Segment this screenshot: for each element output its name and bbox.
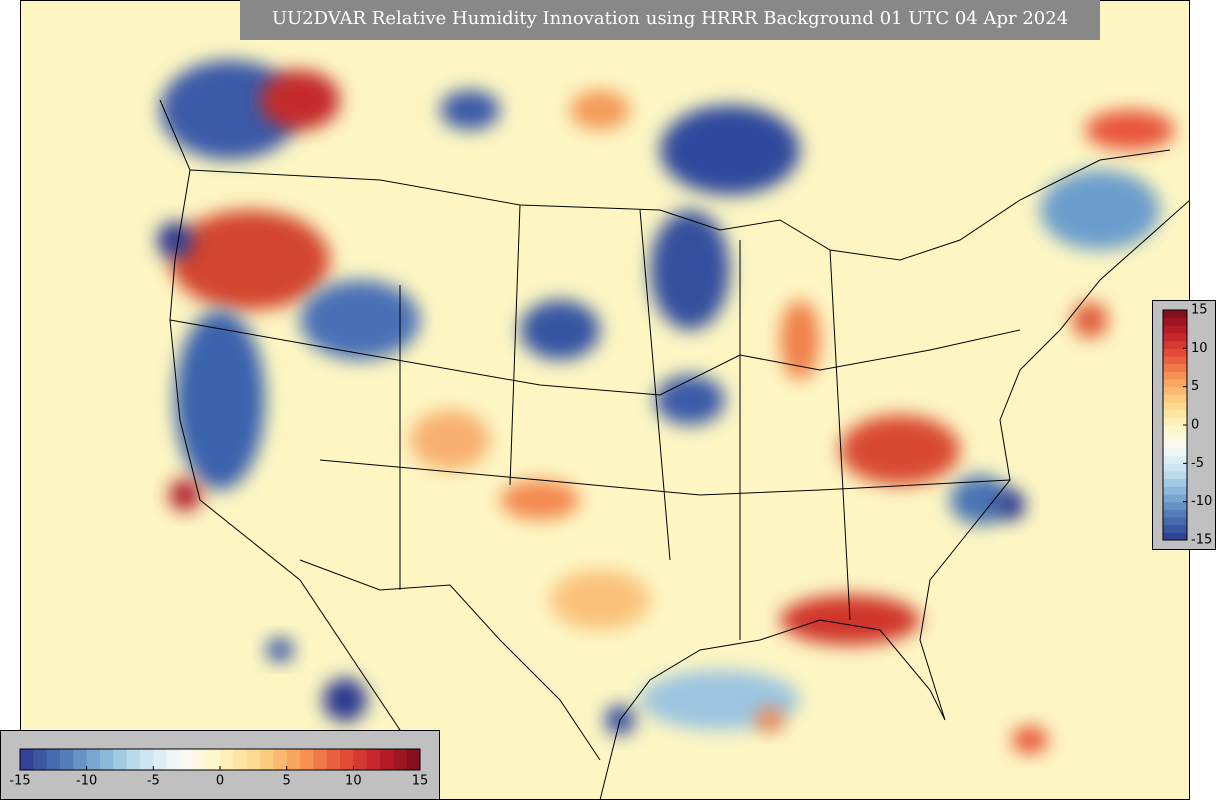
colorbar-swatch	[1163, 455, 1187, 464]
tick-label: -10	[1191, 494, 1212, 509]
colorbar-swatch	[340, 749, 354, 770]
tick-label: -5	[1191, 456, 1204, 471]
tick-label: -15	[1191, 533, 1212, 548]
colorbar-swatch	[220, 749, 234, 770]
colorbar-swatch	[1163, 363, 1187, 372]
colorbar-swatch	[1163, 310, 1187, 319]
colorbar-swatch	[33, 749, 48, 770]
colorbar-swatch	[1163, 524, 1187, 533]
colorbar-swatch	[1163, 386, 1187, 395]
title-box	[240, 0, 1100, 40]
colorbar-swatch	[273, 749, 288, 770]
colorbar-swatch	[113, 749, 128, 770]
colorbar-swatch	[46, 749, 61, 770]
colorbar-swatch	[1163, 486, 1187, 495]
colorbar-swatch	[1163, 409, 1187, 418]
colorbar-swatch	[100, 749, 114, 770]
tick-label: -5	[147, 774, 160, 789]
boundaries	[159, 99, 1190, 800]
colorbar-swatch	[1163, 402, 1187, 411]
mexico-border	[299, 559, 601, 761]
colorbar-swatch	[1163, 417, 1187, 426]
colorbar-swatch	[1163, 356, 1187, 365]
tick-label: 15	[412, 774, 429, 789]
east-gulf-coast	[599, 199, 1190, 800]
title: UU2DVAR Relative Humidity Innovation usi…	[272, 8, 1068, 29]
colorbar-swatch	[1163, 478, 1187, 487]
colorbar-swatch	[366, 749, 381, 770]
colorbar-swatch	[313, 749, 328, 770]
colorbar-swatch	[1163, 440, 1187, 449]
horizontal-colorbar: -15 -10 -5 0 5 10 15	[9, 748, 429, 789]
tick-label: -10	[76, 774, 97, 789]
state-line	[319, 459, 1011, 496]
colorbar-swatch	[1163, 394, 1187, 403]
tick-label: 10	[345, 774, 362, 789]
colorbar-swatch	[300, 749, 314, 770]
colorbar-swatch	[1163, 517, 1187, 526]
colorbar-swatch	[126, 749, 141, 770]
colorbar-swatch	[206, 749, 221, 770]
colorbar-swatch	[1163, 432, 1187, 441]
colorbar-swatch	[1163, 348, 1187, 357]
colorbar-swatch	[1163, 509, 1187, 518]
colorbar-swatch	[193, 749, 208, 770]
west-coast	[159, 99, 441, 800]
tick-label: 0	[216, 774, 224, 789]
tick-label: 5	[283, 774, 291, 789]
colorbar-swatch	[153, 749, 168, 770]
colorbar-swatch	[1163, 425, 1187, 434]
north-border	[189, 149, 1171, 261]
tick-label: 10	[1191, 341, 1208, 356]
colorbar-swatch	[1163, 494, 1187, 503]
colorbar-swatch	[180, 749, 194, 770]
tick-label: 15	[1191, 303, 1208, 318]
colorbar-swatch	[1163, 379, 1187, 388]
map-area	[20, 0, 1190, 800]
colorbar-swatch	[246, 749, 261, 770]
colorbar-swatch	[1163, 463, 1187, 472]
colorbar-swatch	[1163, 340, 1187, 349]
colorbar-swatch	[1163, 371, 1187, 380]
colorbar-swatch	[406, 749, 421, 770]
colorbar-swatch	[260, 749, 274, 770]
colorbar-swatch	[286, 749, 301, 770]
vertical-colorbar: -15 -10 -5 0 5 10 15	[1162, 303, 1212, 548]
innovation-field	[157, 60, 1175, 754]
colorbar-swatch	[380, 749, 394, 770]
colorbar-swatch	[1163, 325, 1187, 334]
colorbar-swatch	[1163, 532, 1187, 541]
tick-label: 5	[1191, 379, 1199, 394]
colorbar-swatch	[1163, 501, 1187, 510]
colorbar-swatch	[86, 749, 101, 770]
colorbar-swatch	[353, 749, 368, 770]
colorbar-swatch	[166, 749, 181, 770]
colorbar-swatch	[73, 749, 88, 770]
tick-label: 0	[1191, 418, 1199, 433]
colorbar-swatch	[393, 749, 408, 770]
colorbar-swatch	[140, 749, 154, 770]
colorbar-swatch	[233, 749, 248, 770]
colorbar-swatch	[20, 749, 34, 770]
state-line	[399, 204, 851, 640]
colorbar-swatch	[1163, 333, 1187, 342]
tick-label: -15	[9, 774, 30, 789]
colorbar-swatch	[326, 749, 341, 770]
colorbar-swatch	[60, 749, 74, 770]
state-line	[169, 319, 1021, 396]
colorbar-swatch	[1163, 471, 1187, 480]
colorbar-swatch	[1163, 317, 1187, 326]
colorbar-swatch	[1163, 448, 1187, 457]
